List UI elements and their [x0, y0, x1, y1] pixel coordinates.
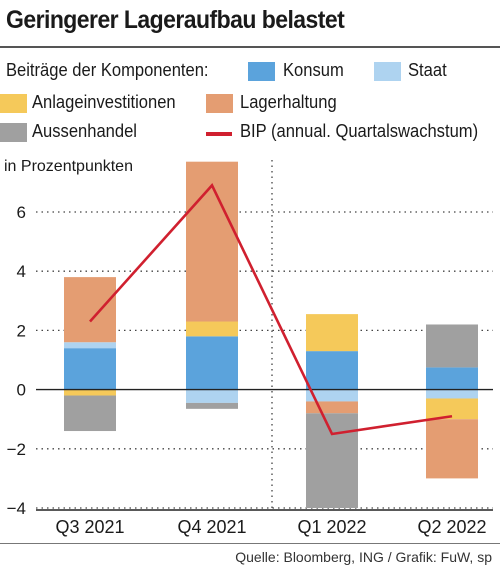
x-tick-label-q4-2021: Q4 2021 [177, 517, 246, 537]
y-tick-label-6: 6 [17, 203, 26, 222]
bar-staat-q2-2022 [426, 389, 478, 399]
x-tick-label-q1-2022: Q1 2022 [297, 517, 366, 537]
legend-label-staat: Staat [408, 60, 447, 80]
legend-label-anlageinvestitionen: Anlageinvestitionen [32, 92, 176, 112]
legend-swatch-staat [374, 62, 401, 81]
bar-aussenhandel-q3-2021 [64, 395, 116, 432]
bar-aussenhandel-q1-2022 [306, 413, 358, 508]
title-rule [0, 46, 500, 48]
legend-swatch-konsum [248, 62, 275, 81]
legend-swatch-bip [206, 132, 232, 136]
bar-konsum-q1-2022 [306, 351, 358, 390]
bar-konsum-q2-2022 [426, 367, 478, 390]
y-tick-label-minus-4: −4 [7, 499, 26, 518]
legend-swatch-aussenhandel [0, 123, 27, 142]
y-tick-label-0: 0 [17, 381, 26, 400]
unit-label: in Prozentpunkten [4, 158, 133, 175]
bar-aussenhandel-q2-2022 [426, 324, 478, 368]
bar-konsum-q3-2021 [64, 348, 116, 390]
legend-label-aussenhandel: Aussenhandel [32, 121, 137, 141]
line-bip [89, 183, 453, 436]
bar-staat-q4-2021 [186, 389, 238, 403]
bar-staat-q1-2022 [306, 389, 358, 402]
bar-lagerhaltung-q2-2022 [426, 419, 478, 479]
x-tick-label-q2-2022: Q2 2022 [417, 517, 486, 537]
x-tick-label-q3-2021: Q3 2021 [55, 517, 124, 537]
bar-lagerhaltung-q1-2022 [306, 401, 358, 414]
chart-title: Geringerer Lageraufbau belastet [6, 6, 345, 34]
chart-plot: 6 4 2 0 −2 −4 Q3 2021 Q4 2021 Q1 2022 Q2 2022 [7, 160, 493, 537]
bar-staat-q3-2021 [64, 342, 116, 349]
y-tick-label-minus-2: −2 [7, 440, 26, 459]
legend-swatch-anlageinvestitionen [0, 94, 27, 113]
legend-swatch-lagerhaltung [206, 94, 233, 113]
bar-anlageinvestitionen-q3-2021 [64, 389, 116, 396]
bar-aussenhandel-q4-2021 [186, 402, 238, 409]
bar-anlageinvestitionen-q4-2021 [186, 321, 238, 337]
source-rule [0, 543, 500, 544]
bar-konsum-q4-2021 [186, 336, 238, 390]
legend-heading: Beiträge der Komponenten: [6, 60, 209, 80]
y-tick-label-4: 4 [17, 262, 26, 281]
y-tick-label-2: 2 [17, 321, 26, 340]
bar-anlageinvestitionen-q1-2022 [306, 314, 358, 352]
bar-lagerhaltung-q3-2021 [64, 277, 116, 343]
source-note: Quelle: Bloomberg, ING / Grafik: FuW, sp [235, 549, 492, 565]
legend-label-konsum: Konsum [283, 60, 344, 80]
legend-label-bip: BIP (annual. Quartalswachstum) [240, 121, 479, 141]
legend-label-lagerhaltung: Lagerhaltung [240, 92, 337, 112]
bar-anlageinvestitionen-q2-2022 [426, 398, 478, 420]
